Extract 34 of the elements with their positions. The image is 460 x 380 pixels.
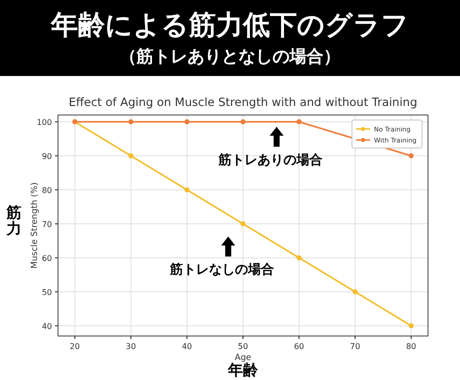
x-axis-title: Age [234,353,252,363]
point [184,187,190,192]
y-tick-label: 50 [42,288,52,297]
text: Effect of Aging on Muscle Strength with and without Training [68,95,418,109]
annotation: 筋トレありの場合 [218,152,323,168]
y-tick-label: 100 [36,118,52,127]
text: 筋力 [6,204,22,238]
point [408,323,414,328]
y-tick-label: 90 [42,152,52,161]
y-tick-label: 60 [42,254,52,263]
x-tick-label: 80 [406,342,416,351]
x-tick-label: 50 [238,342,248,351]
x-tick-label: 20 [70,342,80,351]
x-tick-label: 70 [350,342,360,351]
y-tick-label: 70 [42,220,52,229]
point [128,153,134,158]
point [296,255,302,260]
point [128,119,134,124]
annotation: 筋トレなしの場合 [169,262,274,278]
x-tick-label: 40 [182,342,192,351]
chart-subtitle: （筋トレありとなしの場合） [120,47,340,67]
chart-title: 年齢による筋力低下のグラフ [50,10,409,41]
y-axis-title: Muscle Strength (%) [30,182,40,269]
point [240,119,246,124]
point [184,119,190,124]
point [408,153,414,158]
x-tick-label: 30 [126,342,136,351]
point [240,221,246,226]
point [352,289,358,294]
y-tick-label: 80 [42,186,52,195]
point [296,119,302,124]
text: 年齢 [227,361,259,379]
x-tick-label: 60 [294,342,304,351]
y-tick-label: 40 [42,322,52,331]
